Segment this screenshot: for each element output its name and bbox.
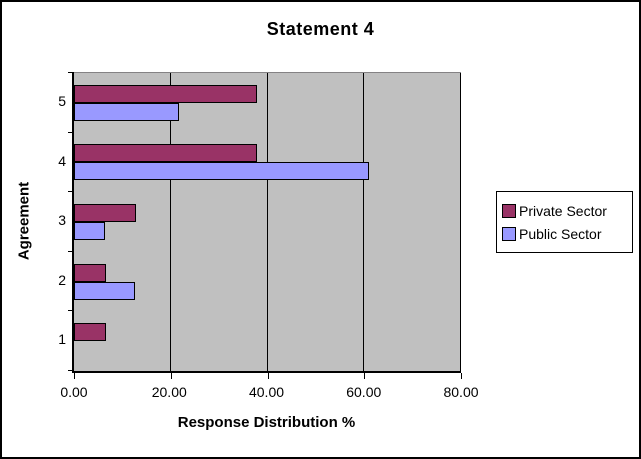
- bar-private-sector-category-1: [74, 323, 107, 342]
- y-axis-tick: [68, 250, 74, 252]
- legend-swatch-public-sector: [502, 226, 516, 241]
- legend: Private Sector Public Sector: [496, 191, 633, 253]
- x-axis-tick: [364, 373, 366, 379]
- x-tick-label-60: 60.00: [346, 384, 382, 400]
- bar-public-sector-category-3: [74, 221, 106, 240]
- x-axis-tick-labels: 0.00 20.00 40.00 60.00 80.00: [60, 384, 478, 400]
- legend-item-private-sector: Private Sector: [502, 199, 627, 222]
- chart-title: Statement 4: [266, 19, 375, 39]
- category-row-5: [74, 73, 461, 133]
- y-category-label-1: 1: [58, 331, 66, 348]
- bar-public-sector-category-5: [74, 102, 179, 121]
- x-tick-label-80: 80.00: [443, 384, 479, 400]
- legend-swatch-private-sector: [502, 203, 516, 218]
- x-tick-label-0: 0.00: [60, 384, 88, 400]
- category-row-4: [74, 133, 461, 193]
- legend-label-private-sector: Private Sector: [519, 202, 607, 219]
- x-tick-label-40: 40.00: [248, 384, 285, 400]
- bar-public-sector-category-4: [74, 162, 370, 181]
- y-axis-tick: [68, 370, 74, 371]
- x-axis-title: Response Distribution %: [177, 414, 356, 431]
- gridline-20: [169, 73, 171, 371]
- category-row-2: [74, 252, 461, 312]
- gridline-80: [460, 73, 461, 371]
- y-axis-title: Agreement: [15, 181, 33, 261]
- bar-private-sector-category-2: [74, 263, 107, 282]
- x-axis-tick: [74, 373, 75, 379]
- y-axis-tick: [68, 191, 74, 193]
- legend-item-public-sector: Public Sector: [502, 222, 627, 245]
- plot-area: [68, 72, 462, 379]
- category-row-1: [74, 311, 461, 371]
- gridline-40: [266, 73, 268, 371]
- x-axis-tick: [170, 373, 172, 379]
- y-category-label-3: 3: [58, 212, 66, 229]
- category-row-3: [74, 192, 461, 252]
- legend-label-public-sector: Public Sector: [519, 225, 602, 242]
- bar-private-sector-category-5: [74, 84, 258, 103]
- bar-public-sector-category-2: [74, 281, 135, 300]
- y-category-label-2: 2: [58, 271, 66, 288]
- y-category-label-5: 5: [58, 93, 66, 109]
- y-axis-category-labels: 5 4 3 2 1: [42, 72, 66, 370]
- x-axis-tick: [461, 373, 462, 379]
- y-axis-tick: [68, 131, 74, 133]
- bar-private-sector-category-3: [74, 203, 137, 222]
- x-axis-tick: [267, 373, 269, 379]
- gridline-60: [363, 73, 365, 371]
- x-tick-label-20: 20.00: [151, 384, 187, 400]
- y-axis-tick: [68, 72, 74, 73]
- y-axis-tick: [68, 310, 74, 312]
- bar-private-sector-category-4: [74, 144, 258, 163]
- y-category-label-4: 4: [58, 152, 66, 169]
